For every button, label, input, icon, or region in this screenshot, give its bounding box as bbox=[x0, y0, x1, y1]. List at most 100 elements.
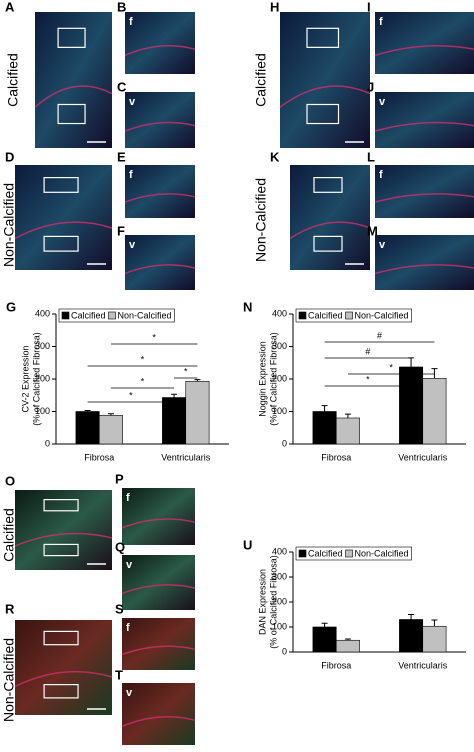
y-axis-label: Noggin Expression bbox=[257, 341, 267, 417]
bar bbox=[75, 411, 100, 445]
tissue-edge bbox=[279, 85, 371, 108]
bar bbox=[335, 639, 360, 653]
bar bbox=[162, 397, 187, 445]
legend-swatch bbox=[298, 549, 307, 558]
region-tag: f bbox=[379, 16, 383, 28]
legend-swatch bbox=[61, 311, 70, 320]
micrograph bbox=[125, 12, 195, 74]
legend-label: Calcified bbox=[308, 548, 343, 558]
legend-label: Calcified bbox=[71, 310, 106, 320]
tissue-edge bbox=[124, 264, 196, 275]
bar bbox=[185, 380, 210, 445]
x-tick-label: Ventricularis bbox=[161, 452, 211, 462]
region-tag: v bbox=[126, 559, 133, 571]
y-axis-label: (% of Calcified Fibrosa) bbox=[268, 555, 278, 649]
panel-letter: D bbox=[5, 149, 14, 164]
panel-letter: N bbox=[243, 299, 252, 314]
y-tick-label: 300 bbox=[272, 571, 287, 581]
legend-label: Non-Calcified bbox=[355, 310, 409, 320]
error-bar bbox=[344, 638, 351, 641]
bar bbox=[98, 415, 123, 445]
panel-letter: L bbox=[367, 149, 375, 164]
tissue-edge bbox=[124, 193, 196, 203]
tissue-edge bbox=[14, 221, 113, 240]
y-tick-label: 200 bbox=[35, 373, 50, 383]
micrograph bbox=[375, 235, 474, 290]
x-tick-label: Ventricularis bbox=[398, 452, 448, 462]
region-tag: v bbox=[379, 239, 386, 251]
bar bbox=[312, 626, 337, 653]
panel-letter: Q bbox=[115, 539, 125, 554]
roi-box bbox=[306, 103, 340, 125]
tissue-edge bbox=[374, 121, 474, 132]
y-tick-label: 100 bbox=[272, 621, 287, 631]
y-axis-label: (% of Calcified Fibrosa) bbox=[31, 332, 41, 426]
panel-letter: G bbox=[6, 299, 16, 314]
region-tag: v bbox=[126, 687, 133, 699]
bar bbox=[399, 366, 424, 445]
legend-box bbox=[295, 308, 412, 323]
error-bar bbox=[321, 622, 328, 627]
roi-box bbox=[43, 683, 79, 699]
legend-label: Non-Calcified bbox=[118, 310, 172, 320]
panel-letter: O bbox=[5, 473, 15, 488]
row-label: Calcified bbox=[253, 53, 269, 107]
legend-swatch bbox=[108, 311, 116, 320]
significance-mark: # bbox=[365, 346, 370, 356]
region-tag: v bbox=[379, 96, 386, 108]
error-bar bbox=[408, 614, 415, 620]
error-bar bbox=[171, 393, 178, 398]
row-label: Non-Calcified bbox=[253, 178, 269, 262]
significance-mark: * bbox=[141, 354, 145, 364]
micrograph bbox=[125, 165, 195, 218]
roi-box bbox=[43, 543, 79, 557]
error-bar bbox=[321, 405, 328, 412]
region-tag: f bbox=[379, 169, 383, 181]
y-tick-label: 0 bbox=[282, 438, 287, 448]
micrograph bbox=[125, 235, 195, 290]
micrograph bbox=[15, 620, 112, 715]
tissue-edge bbox=[14, 532, 113, 547]
x-tick-label: Fibrosa bbox=[321, 452, 351, 462]
tissue-edge bbox=[121, 518, 196, 529]
y-tick-label: 0 bbox=[45, 438, 50, 448]
bar bbox=[312, 411, 337, 445]
x-tick-label: Fibrosa bbox=[84, 452, 114, 462]
panel-letter: B bbox=[117, 0, 126, 14]
significance-mark: # bbox=[377, 330, 382, 340]
significance-mark: * bbox=[141, 376, 145, 386]
y-tick-label: 300 bbox=[35, 341, 50, 351]
micrograph bbox=[375, 165, 474, 218]
row-label: Non-Calcified bbox=[1, 183, 17, 267]
y-tick-label: 100 bbox=[35, 406, 50, 416]
error-bar bbox=[408, 357, 415, 367]
micrograph bbox=[122, 618, 195, 670]
region-tag: f bbox=[129, 169, 133, 181]
tissue-edge bbox=[121, 645, 196, 656]
legend-swatch bbox=[298, 311, 307, 320]
panel-letter: U bbox=[243, 537, 252, 552]
panel-letter: J bbox=[367, 79, 374, 94]
legend-swatch bbox=[345, 549, 353, 558]
panel-letter: H bbox=[270, 0, 279, 14]
legend-label: Non-Calcified bbox=[355, 548, 409, 558]
panel-letter: R bbox=[5, 601, 15, 616]
panel-letter: I bbox=[367, 0, 371, 14]
y-axis-label: DAN Expression bbox=[257, 569, 267, 635]
error-bar bbox=[107, 413, 114, 416]
row-label: Calcified bbox=[1, 508, 17, 562]
significance-mark: * bbox=[389, 362, 393, 372]
legend-label: Calcified bbox=[308, 310, 343, 320]
micrograph bbox=[122, 683, 195, 745]
panel-letter: E bbox=[117, 149, 126, 164]
micrograph bbox=[375, 12, 474, 74]
panel-letter: A bbox=[5, 0, 15, 14]
micrograph bbox=[122, 555, 195, 610]
panel-letter: T bbox=[115, 667, 123, 682]
micrograph bbox=[35, 12, 112, 148]
tissue-edge bbox=[289, 221, 371, 240]
row-label: Non-Calcified bbox=[1, 638, 17, 722]
error-bar bbox=[84, 410, 91, 412]
y-tick-label: 400 bbox=[272, 308, 287, 318]
bar bbox=[399, 619, 424, 653]
